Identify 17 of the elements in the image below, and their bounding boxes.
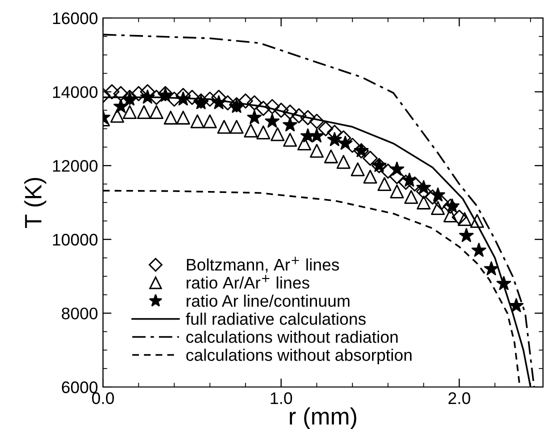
y-tick-label: 6000 (62, 381, 98, 394)
legend-label: ratio Ar line/continuum (186, 294, 350, 307)
y-tick-label: 14000 (53, 86, 98, 98)
legend-label: full radiative calculations (186, 312, 366, 325)
legend-label: calculations without radiation (186, 330, 398, 343)
x-axis-title: r (mm) (290, 407, 356, 429)
y-tick-label: 10000 (53, 234, 98, 246)
legend-label: Boltzmann, Ar$^{+}$ lines (186, 256, 339, 273)
legend-label: ratio Ar/Ar$^{+}$ lines (186, 274, 310, 289)
y-tick-label: 8000 (62, 308, 98, 320)
x-tick-label: 1.0 (270, 392, 292, 404)
x-tick-label: 2.0 (448, 392, 470, 404)
y-axis-title: T (K) (24, 178, 46, 228)
legend-label: calculations without absorption (186, 348, 412, 364)
y-tick-label: 12000 (53, 160, 98, 172)
y-tick-label: 16000 (53, 12, 98, 24)
x-tick-label: 0.0 (92, 392, 114, 404)
